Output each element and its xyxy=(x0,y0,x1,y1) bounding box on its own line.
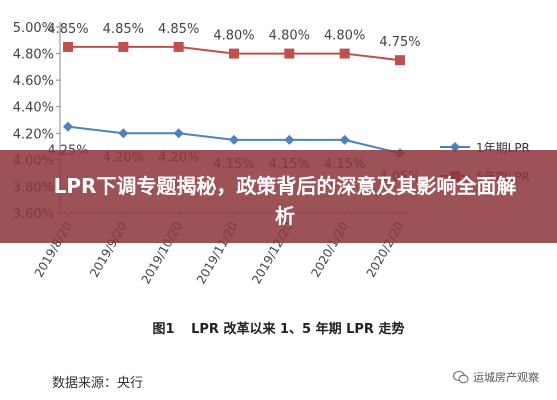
data-label: 4.85% xyxy=(103,22,144,37)
data-point xyxy=(63,41,73,52)
legend-marker xyxy=(450,142,460,152)
data-point xyxy=(118,41,129,52)
data-point xyxy=(339,48,350,59)
data-point xyxy=(229,134,239,145)
banner-title: LPR下调专题揭秘，政策背后的深意及其影响全面解析 xyxy=(53,174,517,228)
y-tick-label: 4.20% xyxy=(13,127,54,142)
data-label: 4.80% xyxy=(213,29,254,44)
watermark: 运城房产观察 xyxy=(453,369,539,385)
series-5y-lpr: 4.85% 4.85% 4.85% 4.80% 4.80% 4.80% 4.75% xyxy=(47,22,421,66)
data-point xyxy=(173,41,184,52)
data-point xyxy=(284,134,295,145)
figure-number: 图1 xyxy=(152,322,175,337)
data-point xyxy=(339,134,350,145)
data-source: 数据来源：央行 xyxy=(52,376,144,391)
data-label: 4.80% xyxy=(269,29,310,44)
data-label: 4.85% xyxy=(158,22,199,37)
y-tick-label: 5.00% xyxy=(13,21,54,36)
figure-caption-text: LPR 改革以来 1、5 年期 LPR 走势 xyxy=(191,322,405,337)
watermark-text: 运城房产观察 xyxy=(473,371,539,384)
data-point xyxy=(229,48,239,59)
data-point xyxy=(284,48,295,59)
y-tick-label: 4.60% xyxy=(13,74,54,89)
data-label: 4.80% xyxy=(324,29,365,44)
data-point xyxy=(118,128,129,139)
title-banner xyxy=(0,150,557,243)
y-tick-label: 4.80% xyxy=(13,48,54,63)
y-tick-label: 4.40% xyxy=(13,101,54,116)
figure-caption: 图1 LPR 改革以来 1、5 年期 LPR 走势 xyxy=(0,318,557,337)
data-point xyxy=(63,121,73,132)
data-label: 4.75% xyxy=(379,35,420,50)
data-point xyxy=(395,55,405,66)
wechat-icon xyxy=(453,370,469,384)
data-point xyxy=(173,128,184,139)
data-label: 4.85% xyxy=(47,22,88,37)
